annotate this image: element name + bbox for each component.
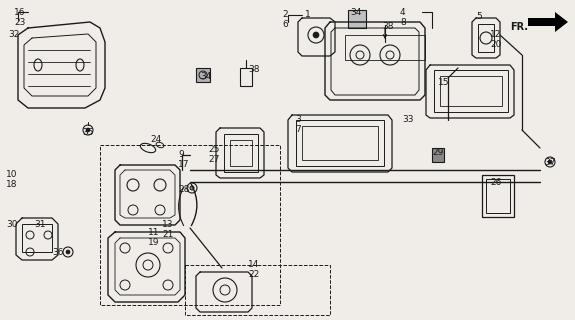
- Text: 28: 28: [178, 185, 189, 194]
- Circle shape: [190, 186, 194, 190]
- Text: 34: 34: [200, 72, 212, 81]
- Text: 12
20: 12 20: [490, 30, 501, 49]
- Text: 35: 35: [82, 128, 94, 137]
- Text: 33: 33: [402, 115, 413, 124]
- Text: 31: 31: [34, 220, 45, 229]
- Text: 25
27: 25 27: [208, 145, 220, 164]
- Text: 11
19: 11 19: [148, 228, 159, 247]
- Bar: [185, 265, 330, 315]
- Text: 37: 37: [544, 158, 555, 167]
- Text: 4
8: 4 8: [400, 8, 406, 28]
- Bar: [240, 68, 252, 86]
- Text: 24: 24: [150, 135, 161, 144]
- Bar: [100, 145, 280, 305]
- Text: 10
18: 10 18: [6, 170, 17, 189]
- Bar: [348, 10, 366, 28]
- Circle shape: [66, 250, 70, 254]
- Text: 26: 26: [490, 178, 501, 187]
- Text: FR.: FR.: [510, 22, 528, 32]
- Text: 34: 34: [350, 8, 361, 17]
- Text: 5: 5: [476, 12, 482, 21]
- Text: 29: 29: [432, 148, 443, 157]
- Bar: [440, 76, 502, 106]
- Bar: [434, 70, 508, 112]
- Bar: [230, 140, 252, 166]
- Bar: [432, 148, 444, 162]
- Text: 13
21: 13 21: [162, 220, 174, 239]
- Bar: [482, 175, 514, 217]
- Text: 16
23: 16 23: [14, 8, 25, 28]
- Text: 2
6: 2 6: [282, 10, 288, 29]
- Circle shape: [313, 32, 319, 38]
- Text: 14
22: 14 22: [248, 260, 259, 279]
- Polygon shape: [528, 12, 568, 32]
- Circle shape: [86, 128, 90, 132]
- Text: 9
17: 9 17: [178, 150, 190, 169]
- Bar: [302, 126, 378, 160]
- Text: 38: 38: [248, 65, 259, 74]
- Text: 32: 32: [8, 30, 20, 39]
- Bar: [22, 224, 52, 252]
- Text: 38: 38: [382, 22, 393, 31]
- Text: 30: 30: [6, 220, 17, 229]
- Bar: [196, 68, 210, 82]
- Text: 36: 36: [52, 248, 63, 257]
- Text: 3
7: 3 7: [295, 115, 301, 134]
- Bar: [478, 24, 494, 52]
- Bar: [486, 179, 510, 213]
- Bar: [345, 35, 425, 60]
- Bar: [296, 120, 384, 166]
- Text: 1: 1: [305, 10, 310, 19]
- Text: 15: 15: [438, 78, 450, 87]
- Circle shape: [548, 160, 552, 164]
- Bar: [224, 134, 258, 172]
